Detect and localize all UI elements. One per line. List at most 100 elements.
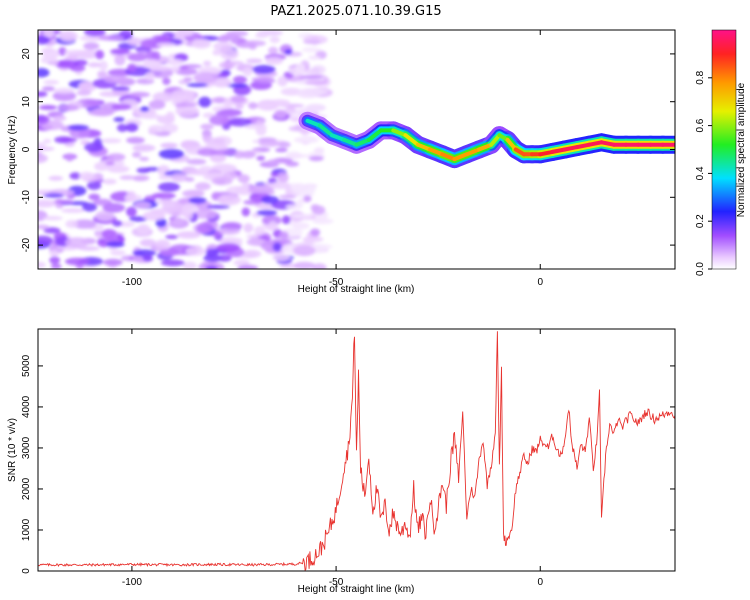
noise-blob [67, 124, 89, 131]
colorbar: 0.0 0.2 0.4 0.6 0.8 Normalized spectral ampl… [695, 29, 747, 276]
ridge-segment [587, 140, 604, 147]
noise-blob [139, 238, 157, 247]
noise-blob [171, 89, 195, 101]
noise-blob [59, 137, 77, 143]
noise-blob [43, 138, 52, 144]
noise-blob [155, 217, 167, 228]
noise-blob [293, 245, 316, 257]
colorbar-gradient [711, 29, 737, 270]
noise-blob [195, 182, 211, 191]
x-tick-label: -50 [329, 577, 344, 588]
noise-blob [124, 196, 137, 202]
ridge-segment [550, 147, 567, 154]
bottom-x-ticks: -100 -50 0 [122, 329, 543, 588]
ridge-segment [599, 140, 616, 147]
noise-blob [112, 220, 123, 227]
ridge-segment [575, 142, 592, 150]
noise-blob [301, 47, 322, 53]
noise-blob [65, 219, 78, 229]
noise-blob [291, 213, 313, 219]
noise-blob [256, 209, 278, 216]
noise-blob [188, 197, 207, 204]
bottom-x-axis-label: Height of straight line (km) [298, 584, 415, 595]
noise-blob [193, 209, 218, 219]
noise-blob [246, 58, 263, 64]
noise-blob [137, 224, 151, 235]
noise-blob [58, 47, 67, 56]
y-tick-label: 2000 [21, 477, 32, 500]
noise-blob [38, 142, 47, 147]
noise-blob [110, 249, 126, 256]
noise-blob [83, 42, 100, 50]
noise-blob [136, 167, 151, 174]
noise-blob [172, 217, 184, 226]
ridge-segment [330, 133, 347, 142]
ridge-segment [489, 133, 502, 147]
noise-blob [53, 115, 67, 121]
noise-blob [145, 71, 155, 81]
noise-blob [114, 54, 126, 66]
noise-blob [200, 123, 214, 130]
noise-blob [143, 59, 161, 69]
noise-blob [310, 204, 320, 211]
noise-blob [72, 219, 97, 229]
noise-blob [83, 30, 106, 37]
noise-blob [186, 158, 207, 165]
noise-blob [225, 83, 248, 88]
noise-blob [38, 91, 48, 97]
noise-blob [79, 34, 105, 42]
noise-blob [103, 75, 129, 84]
noise-blob [196, 222, 214, 234]
colorbar-tick-label: 0.8 [695, 70, 706, 84]
noise-blob [101, 138, 122, 144]
noise-blob [220, 48, 239, 60]
noise-blob [305, 80, 329, 86]
x-tick-label: -100 [122, 577, 142, 588]
noise-blob [220, 33, 240, 40]
noise-blob [38, 146, 55, 152]
snr-series [38, 331, 675, 571]
noise-blob [101, 229, 117, 240]
noise-blob [95, 49, 105, 60]
noise-blob [86, 181, 102, 190]
noise-blob [38, 115, 50, 125]
noise-blob [158, 175, 173, 180]
snr-line [38, 331, 675, 571]
noise-blob [79, 171, 95, 181]
noise-blob [64, 257, 90, 266]
noise-blob [43, 227, 61, 234]
noise-blob [126, 136, 145, 144]
noise-blob [139, 156, 150, 162]
noise-blob [268, 46, 279, 55]
noise-blob [269, 181, 291, 190]
noise-blob [215, 110, 236, 116]
noise-blob [254, 32, 269, 39]
noise-blob [312, 218, 334, 225]
noise-blob [252, 64, 276, 74]
noise-blob [303, 195, 312, 203]
colorbar-ticks: 0.0 0.2 0.4 0.6 0.8 [695, 70, 712, 276]
noise-blob [152, 91, 174, 103]
noise-blob [87, 62, 102, 68]
noise-blob [285, 161, 299, 167]
noise-blob [132, 175, 150, 181]
ridge-segment [415, 142, 432, 152]
noise-blob [65, 153, 74, 162]
noise-blob [256, 155, 266, 161]
noise-blob [203, 254, 222, 263]
y-tick-label: 20 [21, 48, 32, 60]
x-tick-label: -50 [329, 277, 344, 288]
noise-blob [233, 150, 245, 159]
noise-blob [272, 242, 282, 252]
noise-blob [134, 201, 152, 209]
bottom-y-axis-label: SNR (10 * v/v) [7, 418, 18, 482]
noise-blob [181, 140, 193, 147]
noise-blob [42, 216, 63, 221]
noise-blob [162, 77, 171, 86]
colorbar-tick-label: 0.2 [695, 214, 706, 228]
noise-blob [242, 249, 262, 258]
noise-blob [302, 69, 317, 75]
noise-blob [255, 103, 272, 109]
ridge-segment [354, 137, 371, 147]
